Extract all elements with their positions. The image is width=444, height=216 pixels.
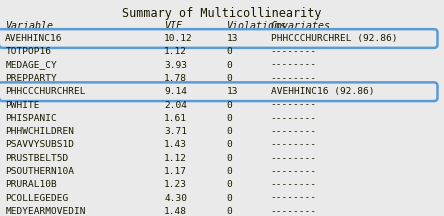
Text: 9.14: 9.14	[164, 87, 187, 96]
Text: 0: 0	[226, 194, 232, 203]
Text: PSOUTHERN10A: PSOUTHERN10A	[5, 167, 74, 176]
Text: --------: --------	[271, 47, 317, 56]
Text: VIF: VIF	[164, 21, 182, 31]
Text: AVEHHINC16 (92.86): AVEHHINC16 (92.86)	[271, 87, 374, 96]
Text: 1.61: 1.61	[164, 114, 187, 123]
Text: MEDYEARMOVEDIN: MEDYEARMOVEDIN	[5, 207, 86, 216]
Text: --------: --------	[271, 207, 317, 216]
Text: 13: 13	[226, 34, 238, 43]
Text: 3.93: 3.93	[164, 61, 187, 70]
Text: TOTPOP16: TOTPOP16	[5, 47, 52, 56]
Text: 4.30: 4.30	[164, 194, 187, 203]
Text: PRURAL10B: PRURAL10B	[5, 180, 57, 189]
Text: 1.48: 1.48	[164, 207, 187, 216]
Text: --------: --------	[271, 194, 317, 203]
Text: --------: --------	[271, 140, 317, 149]
Text: 1.17: 1.17	[164, 167, 187, 176]
Text: --------: --------	[271, 167, 317, 176]
Text: Summary of Multicollinearity: Summary of Multicollinearity	[122, 7, 322, 20]
Text: 0: 0	[226, 140, 232, 149]
Text: --------: --------	[271, 100, 317, 110]
Text: 0: 0	[226, 114, 232, 123]
Text: Variable: Variable	[5, 21, 53, 31]
Text: PREPPARTY: PREPPARTY	[5, 74, 57, 83]
Text: PHHWCHILDREN: PHHWCHILDREN	[5, 127, 74, 136]
Text: 0: 0	[226, 180, 232, 189]
Text: 3.71: 3.71	[164, 127, 187, 136]
Text: Covariates: Covariates	[271, 21, 331, 31]
Text: --------: --------	[271, 114, 317, 123]
Text: --------: --------	[271, 180, 317, 189]
Text: 1.12: 1.12	[164, 47, 187, 56]
Text: MEDAGE_CY: MEDAGE_CY	[5, 61, 57, 70]
Text: Violations: Violations	[226, 21, 286, 31]
Text: 1.23: 1.23	[164, 180, 187, 189]
Text: 13: 13	[226, 87, 238, 96]
Text: PHHCCCHURCHREL (92.86): PHHCCCHURCHREL (92.86)	[271, 34, 397, 43]
Text: 0: 0	[226, 167, 232, 176]
Text: 0: 0	[226, 61, 232, 70]
Text: 1.78: 1.78	[164, 74, 187, 83]
Text: PHISPANIC: PHISPANIC	[5, 114, 57, 123]
Text: PCOLLEGEDEG: PCOLLEGEDEG	[5, 194, 68, 203]
Text: PRUSTBELT5D: PRUSTBELT5D	[5, 154, 68, 163]
Text: 0: 0	[226, 207, 232, 216]
Text: 0: 0	[226, 127, 232, 136]
Text: 10.12: 10.12	[164, 34, 193, 43]
Text: 2.04: 2.04	[164, 100, 187, 110]
Text: 0: 0	[226, 47, 232, 56]
Text: --------: --------	[271, 154, 317, 163]
Text: --------: --------	[271, 74, 317, 83]
Text: 0: 0	[226, 154, 232, 163]
Text: 0: 0	[226, 100, 232, 110]
Text: AVEHHINC16: AVEHHINC16	[5, 34, 63, 43]
Text: 0: 0	[226, 74, 232, 83]
Text: PSAVVYSUBS1D: PSAVVYSUBS1D	[5, 140, 74, 149]
Text: --------: --------	[271, 127, 317, 136]
Text: 1.12: 1.12	[164, 154, 187, 163]
Text: PWHITE: PWHITE	[5, 100, 40, 110]
Text: --------: --------	[271, 61, 317, 70]
Text: 1.43: 1.43	[164, 140, 187, 149]
Text: PHHCCCHURCHREL: PHHCCCHURCHREL	[5, 87, 86, 96]
